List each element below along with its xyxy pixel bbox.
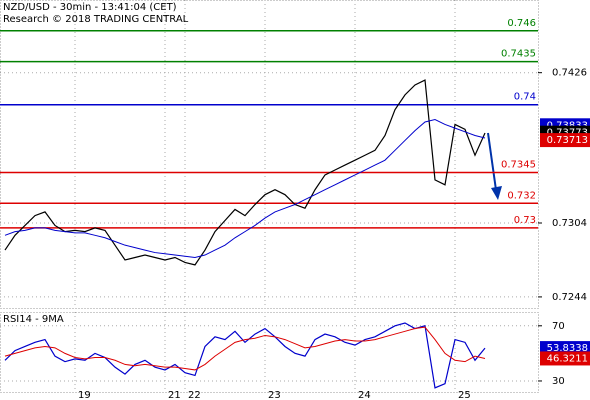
x-tick-label: 22 bbox=[188, 390, 201, 400]
level-label: 0.732 bbox=[507, 190, 536, 201]
y-tick-label: 0.7304 bbox=[552, 218, 587, 229]
main-panel bbox=[0, 0, 539, 309]
price-marker bbox=[540, 351, 590, 366]
series-line bbox=[4, 79, 486, 266]
chart-title: NZD/USD - 30min - 13:41:04 (CET) bbox=[3, 2, 177, 13]
series-line bbox=[4, 118, 486, 258]
rsi-title: RSI14 - 9MA bbox=[3, 314, 64, 325]
price-marker bbox=[540, 133, 590, 148]
x-tick-label: 24 bbox=[358, 390, 371, 400]
level-label: 0.746 bbox=[507, 18, 536, 29]
price-marker-label: 53.8338 bbox=[547, 343, 588, 354]
level-label: 0.74 bbox=[514, 92, 536, 103]
level-label: 0.7345 bbox=[501, 159, 536, 170]
price-marker-label: 46.3211 bbox=[547, 353, 588, 364]
price-marker-label: 0.73713 bbox=[547, 135, 588, 146]
level-label: 0.7435 bbox=[501, 49, 536, 60]
y-tick-label: 0.7426 bbox=[552, 68, 587, 79]
rsi-panel bbox=[0, 312, 539, 393]
level-label: 0.73 bbox=[514, 215, 536, 226]
forecast-arrow bbox=[487, 132, 502, 200]
y-tick-label: 70 bbox=[552, 321, 565, 332]
chart-subtitle: Research © 2018 TRADING CENTRAL bbox=[3, 14, 189, 25]
x-tick-label: 25 bbox=[458, 390, 471, 400]
x-tick-label: 19 bbox=[78, 390, 91, 400]
y-tick-label: 0.7244 bbox=[552, 292, 587, 303]
series-line bbox=[4, 326, 486, 371]
x-tick-label: 21 bbox=[168, 390, 181, 400]
series-line bbox=[4, 322, 486, 389]
x-tick-label: 23 bbox=[268, 390, 281, 400]
y-tick-label: 30 bbox=[552, 376, 565, 387]
